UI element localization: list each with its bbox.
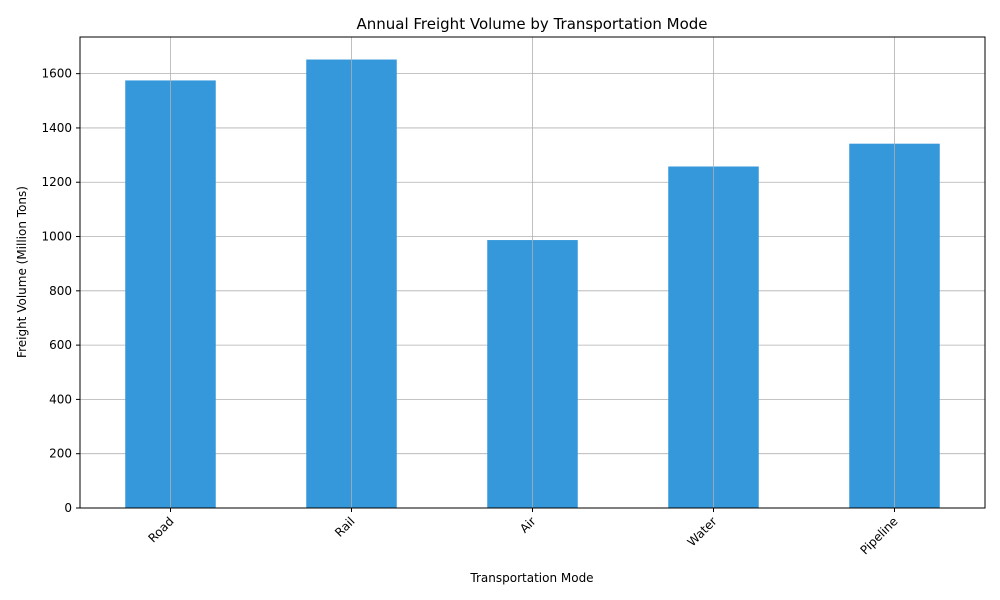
y-tick-label: 1200 (41, 175, 72, 189)
y-tick-label: 400 (49, 392, 72, 406)
y-tick-label: 1000 (41, 230, 72, 244)
y-tick-label: 800 (49, 284, 72, 298)
x-tick-label-water: Water (685, 514, 720, 549)
x-axis-ticks: Road Rail Air Water Pipeline (145, 508, 901, 557)
x-tick-label-road: Road (145, 514, 176, 545)
x-tick-label-pipeline: Pipeline (858, 514, 901, 557)
y-tick-label: 200 (49, 447, 72, 461)
x-axis-label: Transportation Mode (469, 571, 593, 585)
y-axis-ticks: 0 200 400 600 800 1000 1200 1400 1600 (41, 67, 80, 515)
chart-title: Annual Freight Volume by Transportation … (356, 15, 707, 33)
y-tick-label: 600 (49, 338, 72, 352)
y-axis-label: Freight Volume (Million Tons) (15, 186, 29, 358)
x-tick-label-air: Air (517, 514, 539, 536)
y-tick-label: 0 (64, 501, 72, 515)
x-grid-layer (170, 37, 895, 508)
x-tick-label-rail: Rail (332, 514, 358, 540)
y-tick-label: 1600 (41, 67, 72, 81)
y-tick-label: 1400 (41, 121, 72, 135)
